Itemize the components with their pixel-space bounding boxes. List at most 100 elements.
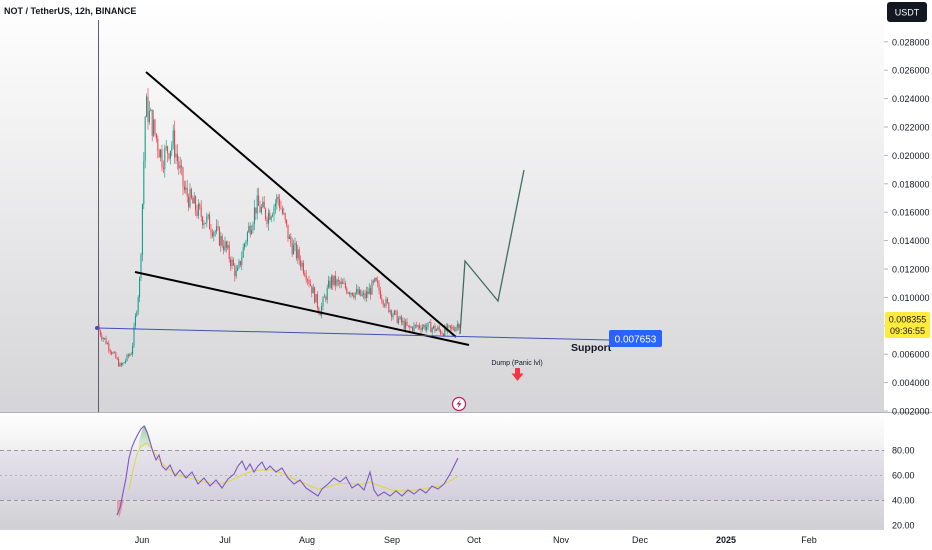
candle-body [206,216,208,224]
candle-body [314,287,316,303]
candle-body [393,310,395,315]
candle-body [245,241,247,244]
candle-body [424,325,426,330]
currency-badge[interactable]: USDT [887,2,927,22]
candle-body [143,160,145,205]
candle-body [133,326,135,346]
wedge-upper-trendline[interactable] [145,71,457,338]
candle-body [421,327,423,331]
candle-body [220,235,222,246]
candle-body [309,283,311,286]
candle-body [132,345,134,355]
candle-body [427,322,429,328]
rsi-tick-label: 80.00 [892,446,915,456]
candle-body [188,196,190,208]
candle-body [150,109,152,111]
candle-body [269,212,271,220]
candle-body [385,298,387,306]
candle-body [146,96,148,118]
price-tick-label: 0.026000 [892,66,930,76]
candle-body [197,204,199,216]
candle-body [371,280,373,295]
lightning-event-icon[interactable] [451,396,467,412]
candle-body [419,325,421,328]
candle-body [291,243,293,255]
candle-body [228,245,230,260]
candle-body [353,295,355,298]
candle-body [351,292,353,296]
price-tick-label: 0.012000 [892,265,930,275]
candle-body [276,196,278,204]
rsi-tick-label: 60.00 [892,471,915,481]
candle-body [290,236,292,244]
candle-body [367,291,369,295]
candle-body [202,217,204,226]
candle-body [195,196,197,211]
candle-body [280,207,282,209]
time-axis[interactable]: Jun Jul Aug Sep Oct Nov Dec 2025 Feb [135,535,817,545]
candle-body [409,326,411,328]
candle-body [403,320,405,329]
candle-body [134,315,136,327]
candle-body [262,201,264,208]
candle-body [136,311,138,316]
candle-body [248,225,250,233]
candle-body [253,207,255,224]
candle-body [430,322,432,333]
candle-body [237,267,239,271]
candle-body [356,289,358,293]
time-axis-label: Oct [467,535,482,545]
candle-body [434,325,436,331]
candle-body [273,206,275,216]
current-price-value: 0.008355 [889,315,927,325]
candle-body [379,290,381,299]
candle-body [266,218,268,224]
wedge-lower-trendline[interactable] [134,271,470,346]
candle-body [358,289,360,295]
candle-body [160,149,162,158]
price-tick-label: 0.010000 [892,293,930,303]
candle-body [417,325,419,327]
candle-body [190,189,192,199]
candle-body [101,335,103,340]
price-axis-background [884,0,932,529]
candle-body [251,229,253,235]
candle-body [244,243,246,248]
candle-body [182,167,184,187]
candle-body [452,327,454,330]
candle-body [319,312,321,316]
candle-body [349,292,351,295]
candle-body [263,201,265,209]
current-price-tag[interactable]: 0.008355 09:36:55 [885,312,930,338]
candle-body [130,354,132,355]
candle-body [347,292,349,294]
price-tick-label: 0.022000 [892,123,930,133]
candle-body [360,289,362,296]
candle-body [328,280,330,288]
price-tick-label: 0.014000 [892,236,930,246]
candle-body [402,320,404,323]
candle-body [164,148,166,169]
candle-body [304,273,306,276]
support-price-badge[interactable]: 0.007653 [609,330,662,347]
candle-body [239,261,241,266]
rsi-overbought-fill [138,425,153,450]
candle-body [249,225,251,235]
projection-path[interactable] [459,169,525,335]
candle-body [336,279,338,286]
candle-body [221,235,223,247]
candle-body [412,327,414,332]
candle-body [277,196,279,200]
candle-body [154,119,156,134]
candle-body [307,279,309,281]
candle-body [400,316,402,323]
symbol-title[interactable]: NOT / TetherUS, 12h, BINANCE [4,6,136,16]
candle-body [420,327,422,331]
support-line[interactable] [96,327,611,341]
candle-body [322,297,324,307]
candle-body [374,277,376,282]
candle-body [354,292,356,298]
candle-body [451,327,453,328]
rsi-axis[interactable]: 80.00 60.00 40.00 20.00 [892,446,915,531]
